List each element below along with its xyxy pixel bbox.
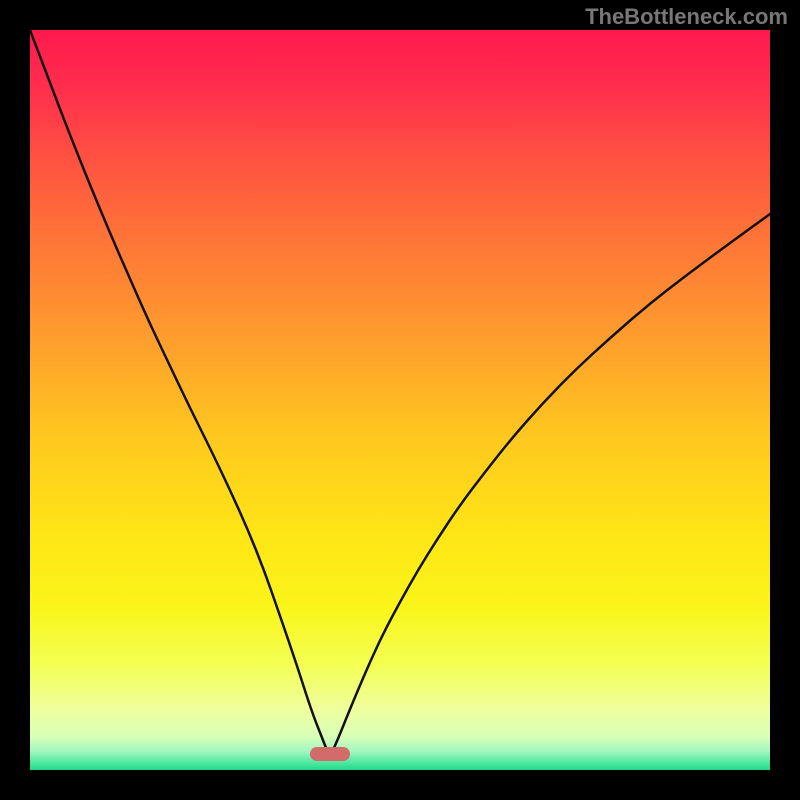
- chart-container: TheBottleneck.com: [0, 0, 800, 800]
- optimal-marker: [310, 747, 350, 761]
- plot-area: [30, 30, 770, 770]
- bottleneck-curve: [30, 30, 770, 770]
- watermark-text: TheBottleneck.com: [585, 4, 788, 30]
